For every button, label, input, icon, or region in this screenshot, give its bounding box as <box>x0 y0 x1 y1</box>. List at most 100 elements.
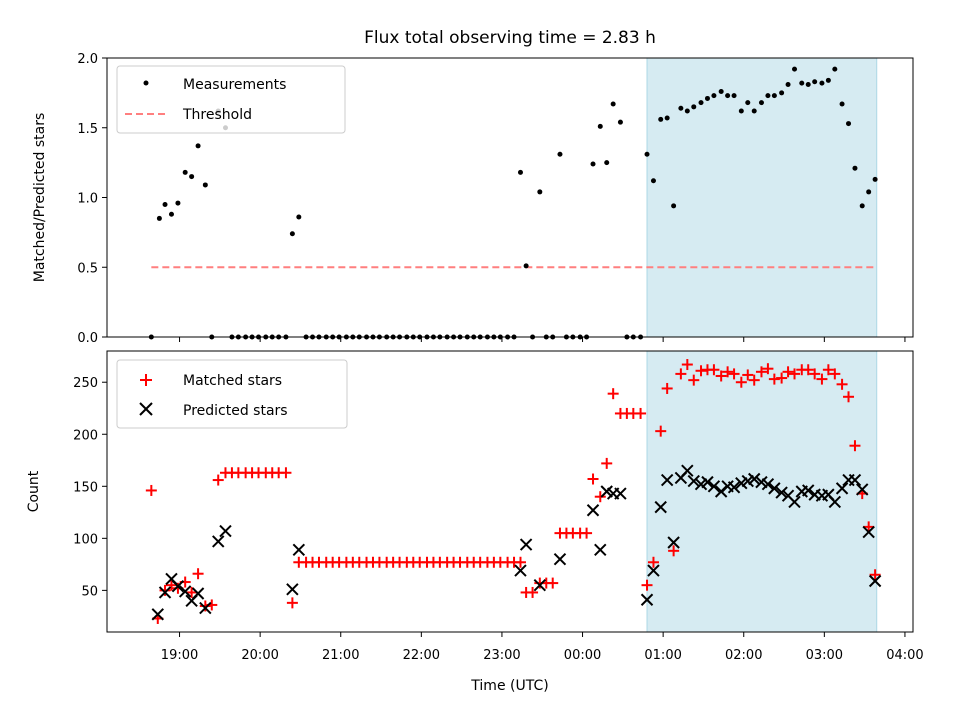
measurement-point <box>604 160 610 166</box>
predicted-star-stroke-b <box>660 473 674 487</box>
matched-star-point <box>822 364 834 376</box>
matched-star-point <box>668 545 680 557</box>
measurement-point <box>162 201 168 207</box>
predicted-star-point <box>158 586 172 599</box>
predicted-star-point <box>802 484 815 497</box>
predicted-star-point <box>178 585 192 598</box>
measurement-point <box>517 169 523 175</box>
predicted-star-stroke-b <box>199 601 212 615</box>
matched-star-point <box>849 440 861 452</box>
predicted-star-point <box>171 580 185 593</box>
measurement-point <box>832 66 838 72</box>
predicted-star-stroke-b <box>600 485 613 498</box>
measurement-point <box>779 90 785 96</box>
predicted-star-stroke-b <box>788 495 801 509</box>
predicted-star-stroke-b <box>868 574 882 588</box>
predicted-star-stroke-b <box>835 482 849 495</box>
count-panel-frame <box>106 350 914 633</box>
matched-star-point <box>212 474 224 486</box>
matched-star-point <box>675 368 687 380</box>
matched-star-point <box>145 484 157 496</box>
predicted-star-point <box>199 601 212 615</box>
matched-star-point <box>661 382 673 394</box>
predicted-star-stroke-b <box>755 475 768 489</box>
predicted-star-point <box>775 486 788 499</box>
matched-star-point <box>728 368 740 380</box>
predicted-star-stroke-b <box>707 480 721 493</box>
matched-star-point <box>286 597 298 609</box>
predicted-star-stroke-b <box>828 495 842 509</box>
measurement-point <box>671 203 677 209</box>
legend-measurements-label: Measurements <box>183 77 286 93</box>
measurement-point <box>175 200 181 206</box>
predicted-star-point <box>856 483 869 496</box>
predicted-star-stroke-b <box>701 475 714 489</box>
measurement-point <box>758 100 764 106</box>
measurement-point <box>792 66 798 72</box>
measurement-point <box>825 77 831 83</box>
matched-star-point <box>869 569 881 581</box>
measurement-point <box>189 174 195 180</box>
predicted-star-point <box>862 525 875 539</box>
x-tick-label: 03:00 <box>806 648 843 663</box>
x-tick-label: 00:00 <box>564 648 601 663</box>
measurement-point <box>523 263 529 269</box>
matched-star-point <box>863 521 875 533</box>
predicted-star-stroke-b <box>553 552 567 566</box>
legend-matched-marker <box>140 374 152 386</box>
predicted-star-point <box>748 472 761 486</box>
matched-star-point <box>715 370 727 382</box>
x-tick-label: 04:00 <box>886 648 923 663</box>
matched-star-point <box>809 368 821 380</box>
x-tick-label: 20:00 <box>241 648 278 663</box>
predicted-star-stroke-b <box>687 474 700 488</box>
matched-star-point <box>647 556 659 568</box>
predicted-star-point <box>614 487 627 500</box>
measurement-point <box>731 93 737 99</box>
measurement-point <box>590 161 596 167</box>
ratio-panel: 0.00.51.01.52.0 Matched/Predicted stars … <box>32 52 914 346</box>
matched-star-point <box>635 407 647 419</box>
measurement-point <box>156 215 162 221</box>
predicted-star-stroke-b <box>856 483 869 496</box>
measurement-point <box>597 123 603 129</box>
measurement-point <box>182 169 188 175</box>
measurements-series <box>148 66 878 340</box>
matched-star-point <box>688 374 700 386</box>
predicted-star-point <box>660 473 674 487</box>
predicted-star-point <box>727 481 741 494</box>
ratio-y-tick-label: 0.0 <box>77 331 98 346</box>
predicted-star-point <box>219 524 232 538</box>
predicted-stars-series <box>151 464 882 621</box>
predicted-star-stroke-b <box>721 480 734 493</box>
measurement-point <box>725 93 731 99</box>
predicted-star-stroke-b <box>286 583 299 596</box>
measurement-point <box>819 80 825 86</box>
measurement-point <box>805 82 811 88</box>
measurement-point <box>751 108 757 114</box>
predicted-star-stroke-b <box>761 478 775 491</box>
measurement-point <box>664 115 670 121</box>
ratio-y-tick-label: 0.5 <box>77 261 98 276</box>
measurement-point <box>771 93 777 99</box>
count-y-tick-label: 200 <box>73 428 98 443</box>
predicted-star-stroke-b <box>151 608 164 621</box>
predicted-star-point <box>533 578 547 592</box>
predicted-star-stroke-b <box>848 473 862 487</box>
ratio-y-tick-label: 1.0 <box>77 192 98 207</box>
measurement-point <box>718 88 724 94</box>
matched-star-point <box>742 369 754 381</box>
matched-star-point <box>836 378 848 390</box>
matched-star-point <box>581 527 593 539</box>
predicted-star-point <box>191 587 205 600</box>
matched-star-point <box>514 556 526 568</box>
measurement-point <box>168 211 174 217</box>
matched-star-point <box>708 364 720 376</box>
observing-window-span-bottom <box>646 350 878 633</box>
measurement-point <box>846 121 852 127</box>
predicted-star-point <box>788 495 801 509</box>
predicted-star-stroke-b <box>781 489 795 502</box>
measurement-point <box>617 119 623 125</box>
matched-star-point <box>755 366 767 378</box>
